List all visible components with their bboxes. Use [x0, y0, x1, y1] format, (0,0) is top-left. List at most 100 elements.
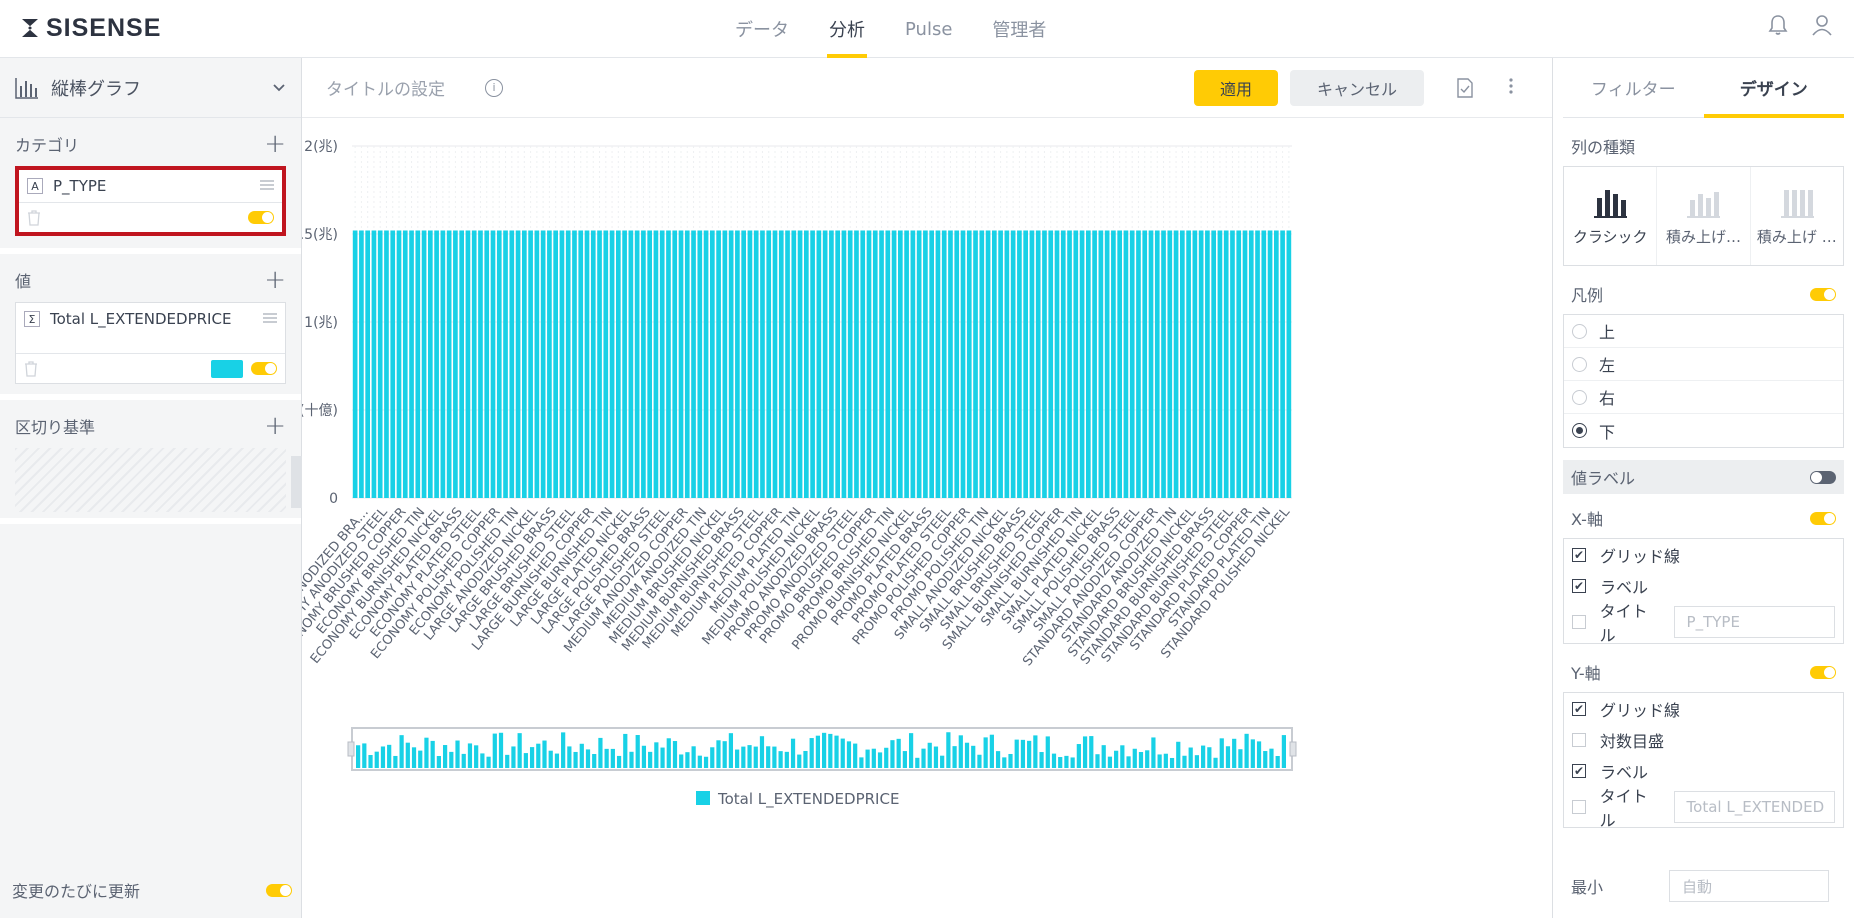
- add-category-button[interactable]: +: [264, 129, 286, 159]
- nav-pulse[interactable]: Pulse: [885, 0, 972, 58]
- drag-handle-icon[interactable]: [263, 313, 277, 323]
- x-axis-labels-row[interactable]: ✔ ラベル: [1564, 570, 1843, 601]
- category-toggle[interactable]: [248, 211, 274, 224]
- nav-admin[interactable]: 管理者: [972, 0, 1066, 58]
- navigator-bar: [1082, 736, 1088, 768]
- chart-bar: [622, 230, 627, 498]
- y-axis-title-label: タイトル: [1599, 787, 1648, 828]
- y-axis-title-row[interactable]: タイトル Total L_EXTENDED: [1564, 786, 1843, 828]
- navigator-bar: [759, 736, 765, 768]
- trash-icon[interactable]: [24, 360, 38, 377]
- y-axis-title-input[interactable]: Total L_EXTENDED: [1673, 791, 1835, 823]
- column-type-stacked-100[interactable]: 積み上げ …: [1751, 167, 1843, 265]
- navigator-bar: [846, 741, 852, 768]
- sisense-logo[interactable]: SISENSE: [20, 14, 161, 42]
- navigator-bar: [995, 751, 1001, 768]
- sisense-logo-icon: [22, 19, 38, 37]
- nav-analytics-label: 分析: [829, 20, 865, 41]
- x-axis-title-row[interactable]: タイトル P_TYPE: [1564, 601, 1843, 645]
- navigator-bar: [971, 745, 976, 768]
- apply-button[interactable]: 適用: [1194, 70, 1278, 106]
- legend-position-top[interactable]: 上: [1564, 315, 1843, 348]
- navigator-bar: [1002, 757, 1007, 768]
- navigator-bar: [672, 741, 678, 768]
- nav-analytics[interactable]: 分析: [809, 0, 885, 58]
- chart-bar: [716, 230, 721, 498]
- x-axis-grid-row[interactable]: ✔ グリッド線: [1564, 539, 1843, 570]
- add-value-button[interactable]: +: [264, 265, 286, 295]
- chart-bar: [966, 230, 972, 498]
- navigator-bar: [356, 745, 361, 768]
- bell-icon[interactable]: [1768, 14, 1788, 36]
- chart-type-selector[interactable]: 縦棒グラフ: [0, 58, 301, 118]
- chart-bar: [1167, 230, 1173, 498]
- navigator-bar: [1076, 744, 1081, 768]
- chart-bar: [816, 230, 822, 498]
- column-type-title-text: 列の種類: [1571, 138, 1636, 157]
- value-field-card[interactable]: Σ Total L_EXTENDEDPRICE: [15, 302, 286, 384]
- legend-position-left[interactable]: 左: [1564, 348, 1843, 381]
- chevron-down-icon[interactable]: [272, 83, 286, 93]
- legend-position-bottom[interactable]: 下: [1564, 414, 1843, 447]
- column-type-classic[interactable]: クラシック: [1564, 167, 1658, 265]
- legend-position-right[interactable]: 右: [1564, 381, 1843, 414]
- series-color-swatch[interactable]: [211, 359, 243, 378]
- navigator-bar: [853, 743, 858, 768]
- column-type-picker: クラシック 積み上げ…: [1563, 166, 1844, 266]
- value-labels-toggle[interactable]: [1810, 470, 1836, 484]
- chart-bar: [540, 230, 546, 498]
- chart-bar: [860, 230, 866, 498]
- add-breakby-button[interactable]: +: [264, 411, 286, 441]
- tab-filters[interactable]: フィルター: [1563, 58, 1704, 117]
- drag-handle-icon[interactable]: [260, 180, 274, 190]
- y-axis-min-input[interactable]: 自動: [1669, 870, 1829, 902]
- chart-bar: [1211, 230, 1216, 498]
- y-axis-toggle[interactable]: [1810, 665, 1836, 679]
- navigator-bar: [430, 740, 435, 768]
- chart-bar: [879, 230, 884, 498]
- widget-title-input[interactable]: タイトルの設定: [326, 80, 445, 100]
- x-axis-title-input[interactable]: P_TYPE: [1673, 606, 1835, 638]
- checkbox-icon: [1572, 800, 1586, 814]
- chart-bar: [390, 230, 396, 498]
- navigator-bar: [877, 752, 883, 768]
- navigator-bar: [691, 746, 696, 768]
- navigator-bar: [455, 740, 460, 768]
- y-axis-log-row[interactable]: 対数目盛: [1564, 724, 1843, 755]
- left-panel-collapse-handle[interactable]: [291, 456, 302, 508]
- more-options-icon[interactable]: [1508, 76, 1514, 96]
- navigator-bar: [418, 750, 423, 768]
- navigator-bar: [778, 751, 783, 768]
- column-type-stacked[interactable]: 積み上げ…: [1657, 167, 1751, 265]
- nav-data[interactable]: データ: [715, 0, 809, 58]
- y-axis-labels-row[interactable]: ✔ ラベル: [1564, 755, 1843, 786]
- navigator-bar: [1201, 745, 1206, 768]
- chart-bar: [778, 230, 784, 498]
- breakby-dropzone[interactable]: [15, 448, 286, 512]
- export-icon[interactable]: [1456, 78, 1474, 98]
- tab-design[interactable]: デザイン: [1703, 58, 1845, 118]
- x-axis-toggle[interactable]: [1810, 511, 1836, 525]
- navigator-bar: [921, 748, 926, 768]
- info-icon[interactable]: i: [485, 78, 503, 97]
- navigator-bar: [548, 750, 553, 768]
- legend-toggle[interactable]: [1810, 287, 1836, 301]
- category-title: カテゴリ: [15, 136, 80, 155]
- cancel-button[interactable]: キャンセル: [1290, 70, 1424, 106]
- chart-bar: [428, 230, 433, 498]
- legend-section-head: 凡例: [1553, 274, 1854, 314]
- category-field-card[interactable]: A P_TYPE: [15, 166, 286, 236]
- navigator-bar: [747, 745, 752, 768]
- auto-update-toggle[interactable]: [266, 883, 292, 897]
- value-toggle[interactable]: [251, 362, 277, 375]
- chart-bar: [590, 230, 596, 498]
- chart-bar: [440, 230, 446, 498]
- y-axis-grid-row[interactable]: ✔ グリッド線: [1564, 693, 1843, 724]
- trash-icon[interactable]: [27, 209, 41, 226]
- navigator-bar: [809, 738, 814, 768]
- navigator-bar: [1064, 755, 1069, 768]
- chart-bar: [954, 230, 960, 498]
- navigator-bar: [641, 745, 647, 768]
- user-icon[interactable]: [1812, 14, 1832, 36]
- navigator-bar: [1188, 747, 1193, 768]
